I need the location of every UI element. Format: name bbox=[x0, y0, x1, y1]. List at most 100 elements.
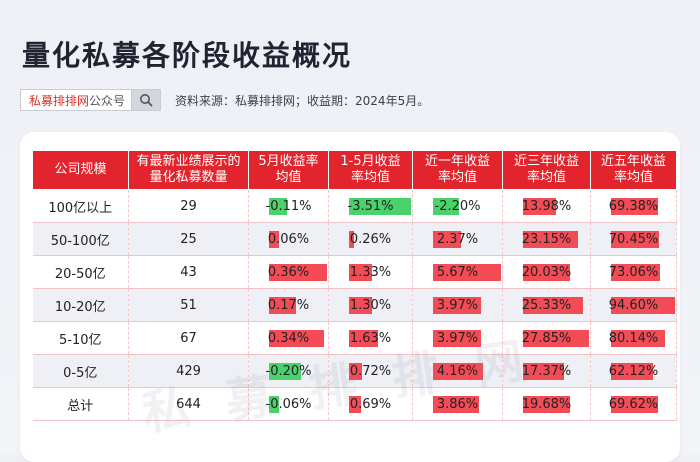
cell-scale: 50-100亿 bbox=[32, 222, 129, 256]
page-title: 量化私募各阶段收益概况 bbox=[22, 39, 353, 72]
cell-scale: 100亿以上 bbox=[32, 189, 129, 223]
cell-value: 0.34% bbox=[267, 330, 310, 346]
data-bar bbox=[611, 264, 660, 281]
cell-scale: 总计 bbox=[32, 387, 129, 421]
cell-value: 67 bbox=[180, 330, 197, 346]
cell-scale: 10-20亿 bbox=[32, 288, 129, 322]
table-row: 5-10亿 67 0.34% 1.63% 3.97% 27.85% 80.14% bbox=[32, 321, 677, 355]
table-card: 公司规模 有最新业绩展示的量化私募数量 5月收益率均值 1-5月收益率均值 近一… bbox=[20, 132, 680, 462]
data-bar bbox=[349, 363, 362, 380]
cell-return: 27.85% bbox=[502, 321, 591, 355]
cell-return: 0.36% bbox=[248, 255, 329, 289]
cell-value: 20-50亿 bbox=[54, 266, 106, 282]
cell-return: 19.68% bbox=[502, 387, 591, 421]
cell-value: 0.06% bbox=[267, 231, 310, 247]
data-bar bbox=[269, 297, 296, 314]
cell-return: 2.37% bbox=[412, 222, 503, 256]
cell-value: 1.63% bbox=[349, 330, 392, 346]
cell-value: 429 bbox=[176, 363, 201, 379]
cell-return: -0.11% bbox=[248, 189, 329, 223]
data-bar bbox=[611, 231, 659, 248]
cell-return: 0.34% bbox=[248, 321, 329, 355]
cell-return: 17.37% bbox=[502, 354, 591, 388]
data-bar bbox=[349, 231, 354, 248]
search-button[interactable] bbox=[131, 90, 161, 110]
cell-return: 3.86% bbox=[412, 387, 503, 421]
header-scale: 公司规模 bbox=[32, 150, 129, 190]
table-row: 0-5亿 429 -0.20% 0.72% 4.16% 17.37% 62.12% bbox=[32, 354, 677, 388]
data-bar bbox=[523, 363, 564, 380]
cell-value: 2.37% bbox=[436, 231, 479, 247]
cell-value: 5.67% bbox=[436, 264, 479, 280]
data-bar bbox=[523, 198, 556, 215]
cell-return: -2.20% bbox=[412, 189, 503, 223]
data-bar bbox=[523, 264, 570, 281]
cell-count: 429 bbox=[128, 354, 249, 388]
data-bar bbox=[269, 363, 301, 380]
cell-value: 3.97% bbox=[436, 330, 479, 346]
cell-return: 80.14% bbox=[590, 321, 677, 355]
cell-count: 51 bbox=[128, 288, 249, 322]
data-bar bbox=[269, 264, 327, 281]
cell-value: 644 bbox=[176, 396, 201, 412]
cell-value: -0.06% bbox=[265, 396, 312, 412]
cell-return: 94.60% bbox=[590, 288, 677, 322]
cell-return: 23.15% bbox=[502, 222, 591, 256]
header-3y: 近三年收益率均值 bbox=[502, 150, 591, 190]
data-bar bbox=[523, 396, 570, 413]
cell-value: -0.11% bbox=[265, 198, 312, 214]
data-bar bbox=[611, 396, 658, 413]
cell-return: 0.17% bbox=[248, 288, 329, 322]
data-bar bbox=[349, 297, 372, 314]
data-bar bbox=[433, 198, 459, 215]
cell-value: 62.12% bbox=[608, 363, 659, 379]
data-bar bbox=[349, 198, 411, 215]
cell-value: 4.16% bbox=[436, 363, 479, 379]
cell-return: 0.26% bbox=[328, 222, 413, 256]
table-row: 总计 644 -0.06% 0.69% 3.86% 19.68% 69.62% bbox=[32, 387, 677, 421]
data-bar bbox=[523, 330, 589, 347]
cell-value: 5-10亿 bbox=[58, 332, 102, 348]
data-bar bbox=[433, 231, 461, 248]
cell-value: 3.97% bbox=[436, 297, 479, 313]
cell-return: 1.33% bbox=[328, 255, 413, 289]
cell-return: 25.33% bbox=[502, 288, 591, 322]
table-row: 50-100亿 25 0.06% 0.26% 2.37% 23.15% 70.45% bbox=[32, 222, 677, 256]
cell-value: 0.72% bbox=[349, 363, 392, 379]
cell-value: 80.14% bbox=[608, 330, 659, 346]
data-bar bbox=[349, 396, 361, 413]
cell-value: 0-5亿 bbox=[63, 365, 98, 381]
cell-return: 69.62% bbox=[590, 387, 677, 421]
data-bar bbox=[433, 264, 501, 281]
source-note: 资料来源：私募排排网；收益期：2024年5月。 bbox=[175, 93, 430, 108]
cell-count: 43 bbox=[128, 255, 249, 289]
brand-suffix: 公众号 bbox=[89, 93, 126, 108]
cell-return: 0.72% bbox=[328, 354, 413, 388]
cell-value: 总计 bbox=[67, 398, 94, 414]
cell-return: 1.63% bbox=[328, 321, 413, 355]
cell-value: 1.33% bbox=[349, 264, 392, 280]
cell-return: -3.51% bbox=[328, 189, 413, 223]
cell-value: 25 bbox=[180, 231, 197, 247]
cell-value: 17.37% bbox=[521, 363, 572, 379]
cell-value: 19.68% bbox=[521, 396, 572, 412]
header-count: 有最新业绩展示的量化私募数量 bbox=[128, 150, 249, 190]
cell-value: 69.62% bbox=[608, 396, 659, 412]
cell-value: 23.15% bbox=[521, 231, 572, 247]
data-bar bbox=[433, 297, 481, 314]
returns-table: 公司规模 有最新业绩展示的量化私募数量 5月收益率均值 1-5月收益率均值 近一… bbox=[32, 150, 677, 421]
cell-value: -3.51% bbox=[347, 198, 394, 214]
cell-scale: 5-10亿 bbox=[32, 321, 129, 355]
table-header-row: 公司规模 有最新业绩展示的量化私募数量 5月收益率均值 1-5月收益率均值 近一… bbox=[32, 150, 677, 190]
cell-value: -0.20% bbox=[265, 363, 312, 379]
brand-name: 私募排排网 bbox=[29, 93, 90, 108]
data-bar bbox=[611, 330, 665, 347]
cell-return: -0.06% bbox=[248, 387, 329, 421]
search-text: 私募排排网公众号 bbox=[21, 92, 131, 109]
cell-value: 25.33% bbox=[521, 297, 572, 313]
data-bar bbox=[433, 330, 481, 347]
data-bar bbox=[611, 363, 653, 380]
cell-return: 0.06% bbox=[248, 222, 329, 256]
search-box[interactable]: 私募排排网公众号 bbox=[20, 89, 162, 111]
header-1y: 近一年收益率均值 bbox=[412, 150, 503, 190]
